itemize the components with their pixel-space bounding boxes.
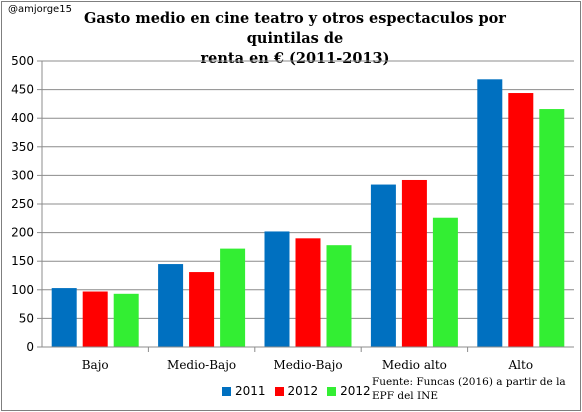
y-tick-label: 0 bbox=[26, 340, 34, 354]
bar-2011-5 bbox=[477, 79, 503, 347]
bar-2012-1 bbox=[113, 293, 139, 347]
bar-2011-1 bbox=[51, 288, 77, 347]
legend-label: 2012 bbox=[340, 384, 371, 398]
x-axis-categories: Bajo Medio-Bajo Medio-Bajo Medio alto Alto bbox=[82, 347, 533, 372]
bars bbox=[51, 79, 565, 347]
bar-2012-4 bbox=[432, 217, 458, 347]
legend: 2011 2012 2012 bbox=[222, 382, 380, 400]
bar-2012-2 bbox=[189, 272, 215, 347]
y-tick-label: 350 bbox=[11, 140, 34, 154]
legend-item: 2012 bbox=[327, 384, 371, 398]
y-tick-label: 50 bbox=[19, 311, 34, 325]
y-tick-label: 450 bbox=[11, 83, 34, 97]
bar-2012-3 bbox=[326, 245, 352, 347]
y-tick-label: 150 bbox=[11, 254, 34, 268]
x-category-label: Alto bbox=[508, 358, 534, 372]
source-note: Fuente: Funcas (2016) a partir de la EPF… bbox=[372, 376, 566, 402]
y-tick-label: 100 bbox=[11, 283, 34, 297]
bar-2012-4 bbox=[401, 179, 427, 347]
y-axis-ticks: 0 50 100 150 200 250 300 350 400 450 500 bbox=[11, 54, 34, 354]
x-category-label: Bajo bbox=[82, 358, 109, 372]
bar-2012-2 bbox=[220, 248, 246, 347]
y-tick-label: 250 bbox=[11, 197, 34, 211]
chart-title-line-1: Gasto medio en cine teatro y otros espec… bbox=[84, 10, 506, 47]
legend-item: 2012 bbox=[274, 384, 319, 398]
y-tick-label: 200 bbox=[11, 226, 34, 240]
x-category-label: Medio-Bajo bbox=[167, 358, 236, 372]
bar-2012-5 bbox=[539, 109, 565, 347]
chart-title-line-2: renta en € (2011-2013) bbox=[200, 50, 390, 67]
bar-2012-5 bbox=[508, 93, 534, 347]
legend-swatch bbox=[327, 386, 337, 396]
legend-item: 2011 bbox=[222, 384, 266, 398]
legend-swatch bbox=[222, 386, 231, 396]
bar-2012-3 bbox=[295, 238, 321, 347]
x-category-label: Medio-Bajo bbox=[273, 358, 342, 372]
y-tick-label: 500 bbox=[11, 54, 34, 68]
y-tick-label: 400 bbox=[11, 111, 34, 125]
legend-swatch bbox=[274, 386, 284, 396]
bar-2011-2 bbox=[158, 264, 184, 347]
chart-title: Gasto medio en cine teatro y otros espec… bbox=[60, 9, 530, 69]
x-category-label: Medio alto bbox=[382, 358, 447, 372]
legend-label: 2012 bbox=[287, 384, 319, 398]
bar-2011-3 bbox=[264, 231, 290, 347]
legend-label: 2011 bbox=[235, 384, 266, 398]
bar-2012-1 bbox=[82, 291, 108, 347]
bar-2011-4 bbox=[370, 184, 396, 347]
author-credit: @amjorge15 bbox=[8, 4, 72, 15]
y-tick-label: 300 bbox=[11, 168, 34, 182]
